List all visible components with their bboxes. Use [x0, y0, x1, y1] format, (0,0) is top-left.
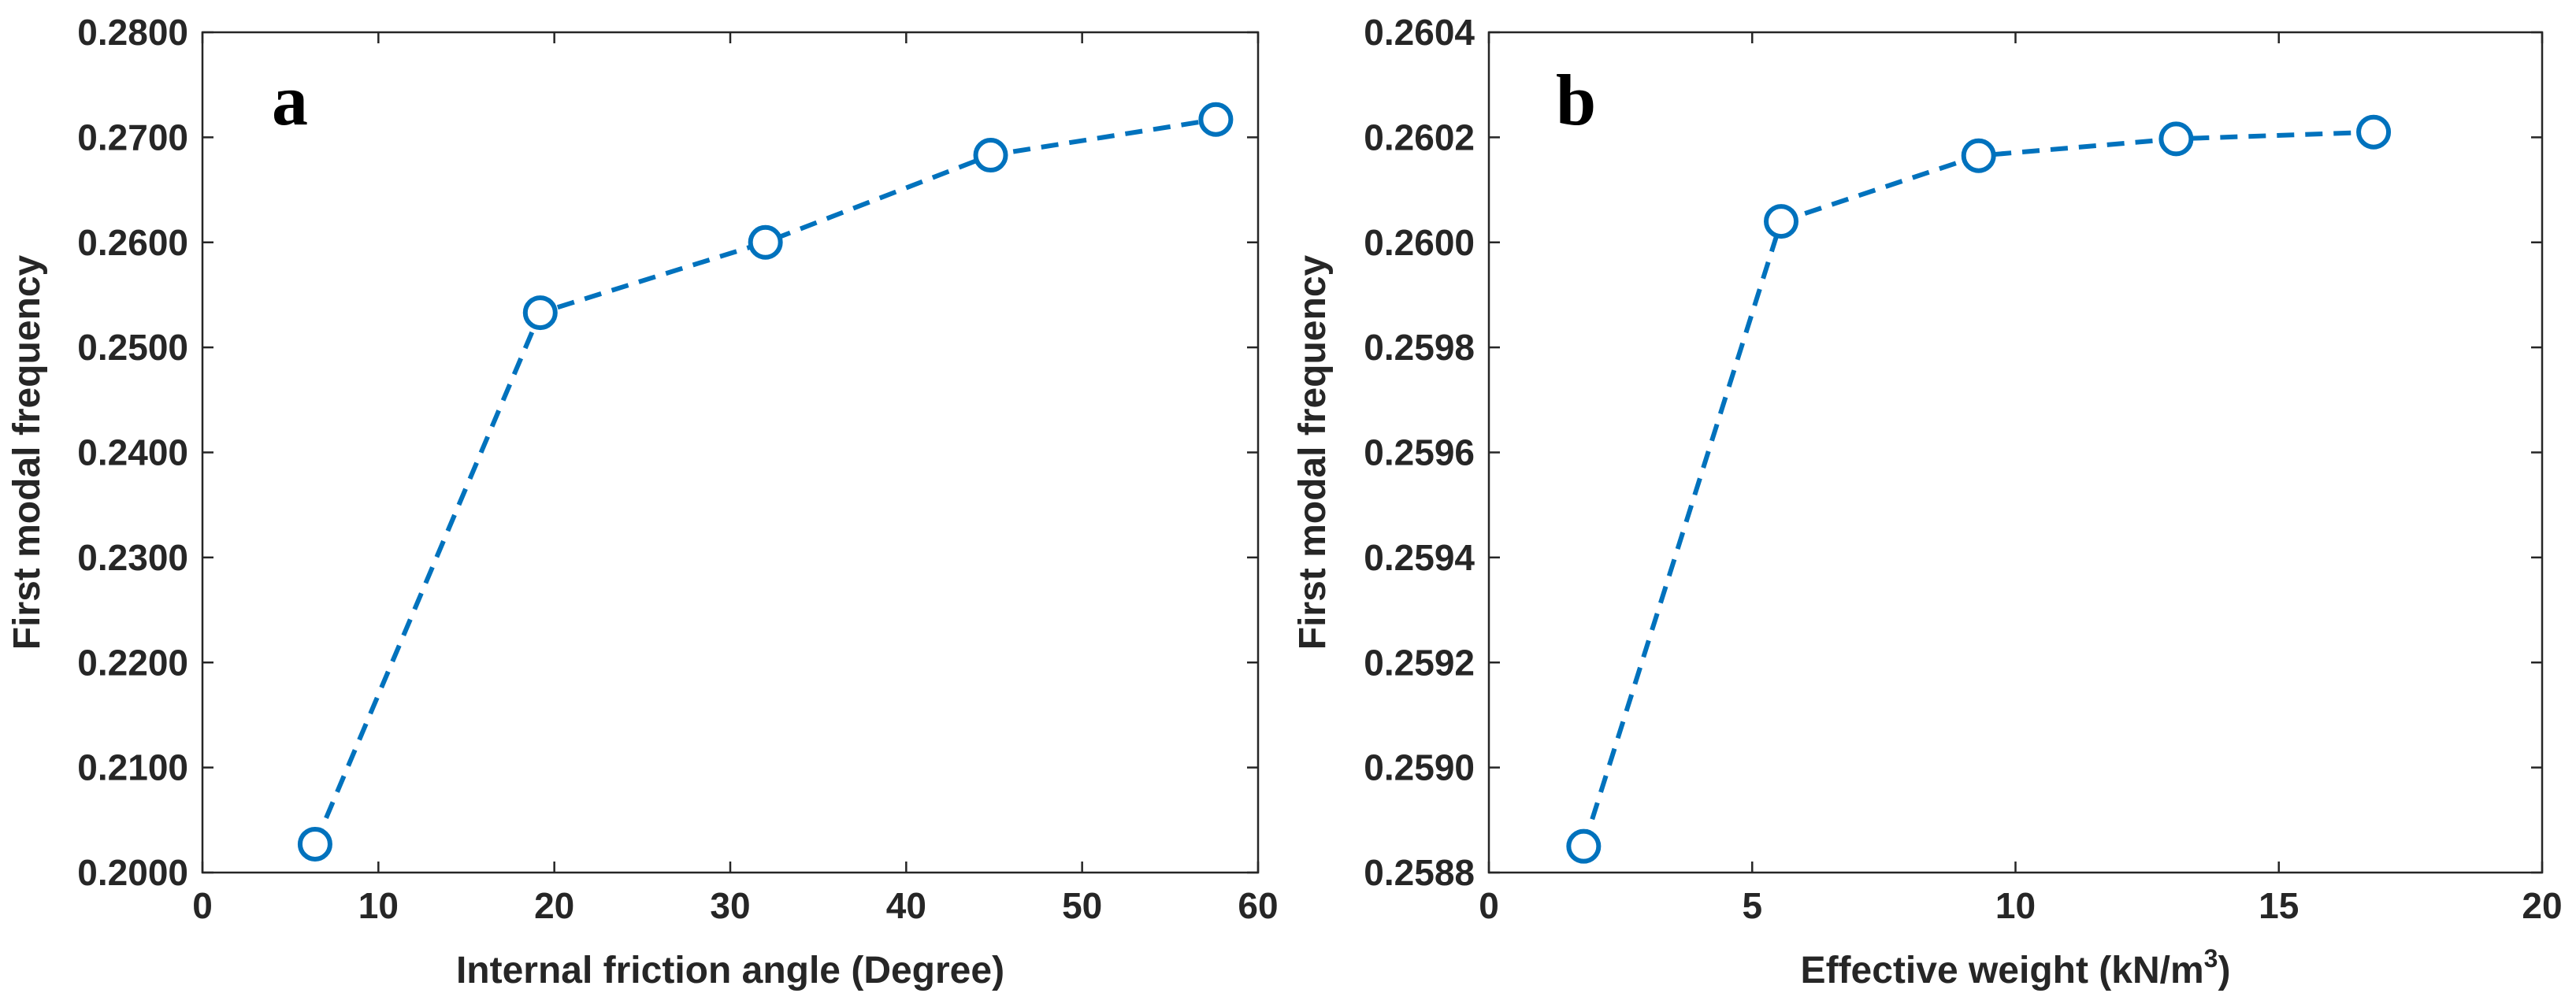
- y-tick-label: 0.2604: [1364, 12, 1475, 53]
- x-tick-label: 60: [1238, 885, 1278, 926]
- plot-area-frame: [1487, 31, 2544, 874]
- x-tick-label: 20: [534, 885, 574, 926]
- panel-letter: a: [272, 60, 308, 140]
- y-tick-label: 0.2000: [77, 852, 188, 893]
- x-axis-label: Internal friction angle (Degree): [456, 950, 1004, 991]
- y-tick-label: 0.2500: [77, 327, 188, 368]
- x-tick-label: 15: [2259, 885, 2299, 926]
- y-tick-label: 0.2200: [77, 642, 188, 683]
- x-tick-label: 30: [710, 885, 750, 926]
- x-tick-label: 50: [1062, 885, 1102, 926]
- y-tick-label: 0.2800: [77, 12, 188, 53]
- y-tick-label: 0.2600: [1364, 222, 1475, 263]
- plot-area-frame: [201, 31, 1260, 874]
- series-line: [1581, 129, 2374, 847]
- y-tick-label: 0.2400: [77, 432, 188, 473]
- data-point-marker: [748, 224, 783, 260]
- chart-panel-a: 0 10 20 30 40 50 60 0.2000 0.2100 0.2200 0.2300 0.2…: [6, 12, 1279, 991]
- x-tick-label: 0: [192, 885, 213, 926]
- y-tick-label: 0.2100: [77, 747, 188, 788]
- x-tick-label: 0: [1479, 885, 1499, 926]
- x-axis-label: Effective weight (kN/m3): [1801, 944, 2231, 991]
- y-axis-label: First modal frequency: [1292, 254, 1334, 650]
- y-tick-label: 0.2700: [77, 117, 188, 158]
- y-tick-label: 0.2300: [77, 537, 188, 578]
- data-point-marker: [522, 295, 558, 331]
- series-line: [313, 117, 1216, 846]
- y-tick-label: 0.2598: [1364, 327, 1475, 368]
- data-point-marker: [2356, 114, 2392, 150]
- x-tick-label: 10: [1995, 885, 2036, 926]
- x-tick-label: 20: [2522, 885, 2562, 926]
- y-tick-label: 0.2588: [1364, 852, 1475, 893]
- data-point-marker: [1198, 102, 1234, 137]
- y-tick-label: 0.2590: [1364, 747, 1475, 788]
- chart-panel-b: 0 5 10 15 20 0.2588 0.2590 0.2592 0.2594 0.2596 0.…: [1292, 12, 2563, 991]
- x-tick-label: 10: [358, 885, 399, 926]
- data-point-marker: [2158, 121, 2194, 157]
- y-tick-label: 0.2600: [77, 222, 188, 263]
- data-point-marker: [1961, 138, 1996, 173]
- panel-letter: b: [1556, 60, 1596, 140]
- data-point-marker: [1764, 204, 1799, 239]
- y-tick-label: 0.2592: [1364, 642, 1475, 683]
- y-tick-label: 0.2594: [1364, 537, 1475, 578]
- data-point-marker: [1566, 828, 1602, 864]
- y-tick-label: 0.2602: [1364, 117, 1475, 158]
- x-tick-label: 5: [1742, 885, 1762, 926]
- y-tick-label: 0.2596: [1364, 432, 1475, 473]
- data-point-marker: [973, 138, 1008, 173]
- x-tick-label: 40: [886, 885, 926, 926]
- y-axis-label: First modal frequency: [6, 254, 48, 650]
- data-point-marker: [297, 826, 332, 862]
